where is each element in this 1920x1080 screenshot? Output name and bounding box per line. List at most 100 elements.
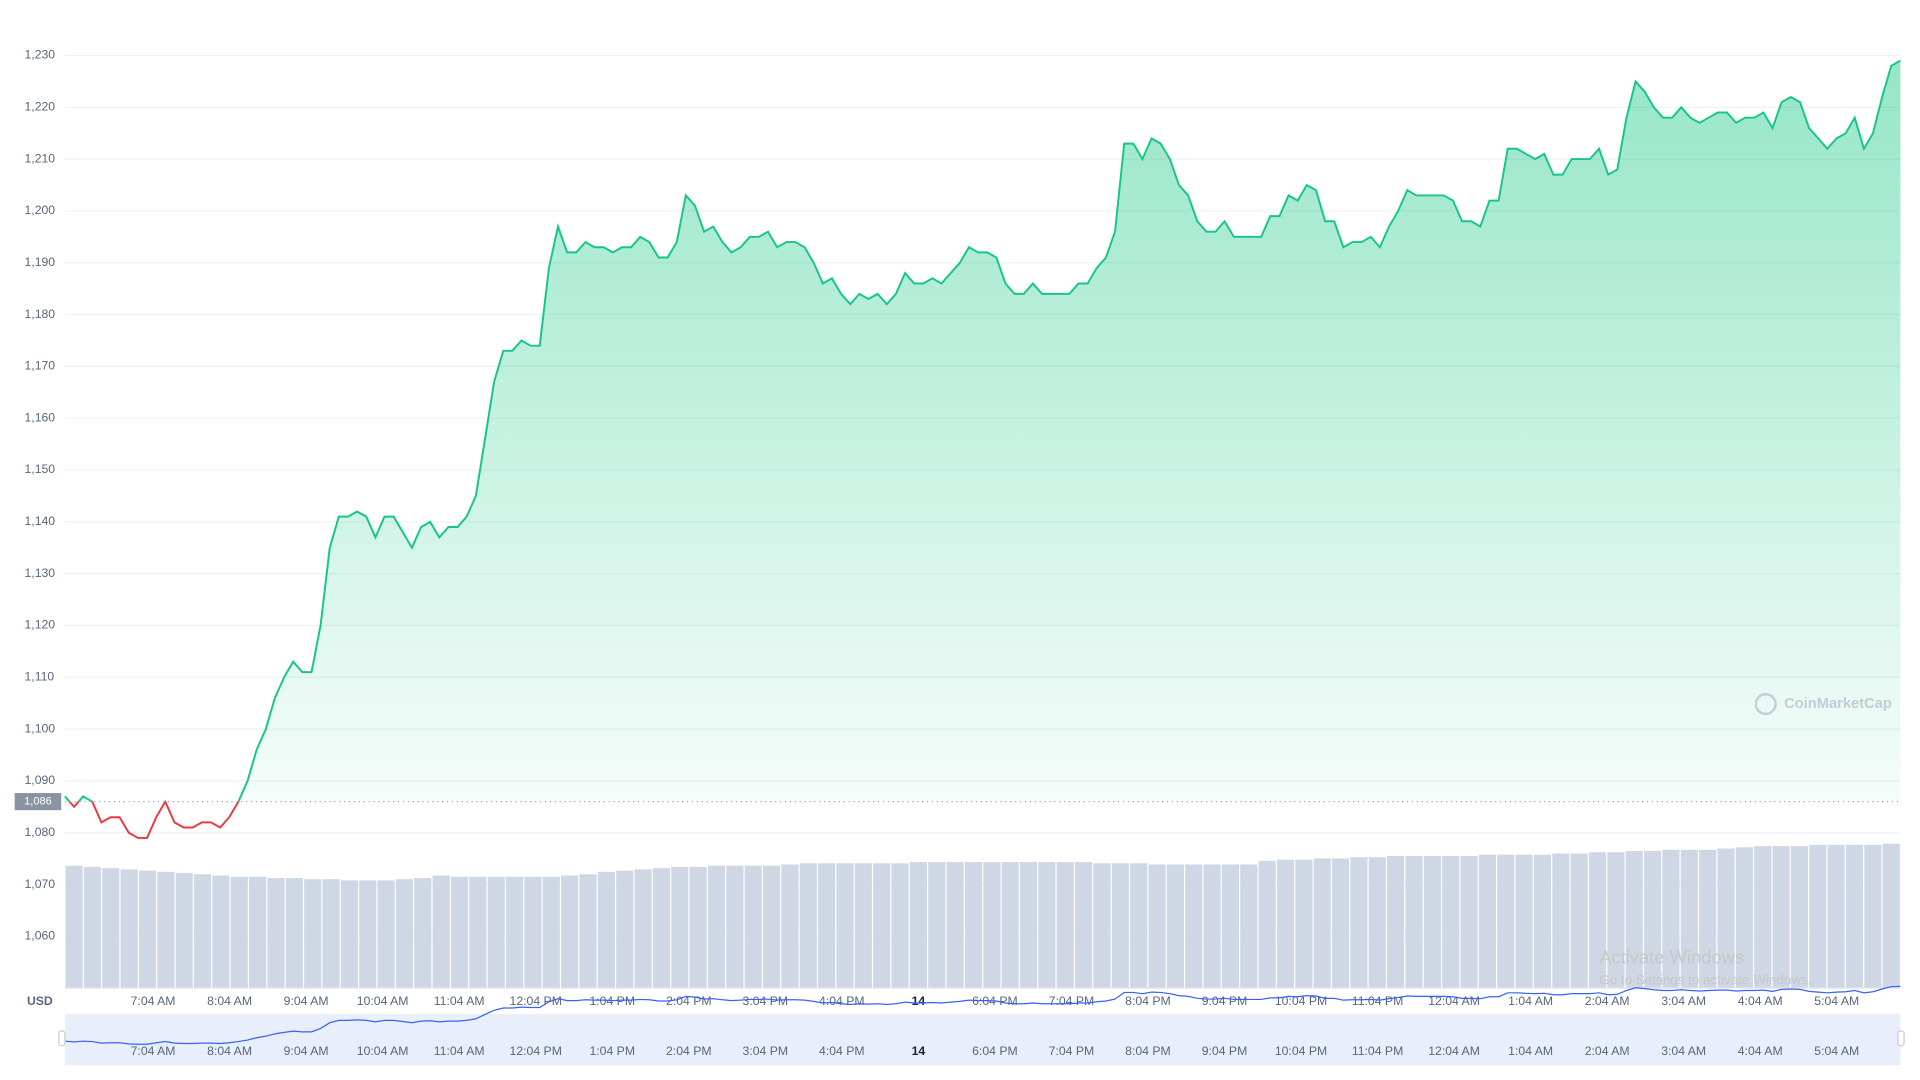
navigator-tick-label: 1:04 PM: [589, 1044, 635, 1058]
navigator-tick-label: 8:04 PM: [1125, 1044, 1171, 1058]
navigator-tick-label: 9:04 AM: [284, 1044, 329, 1058]
volume-bar: [1662, 849, 1680, 989]
volume-bar: [285, 877, 303, 989]
volume-bar: [1790, 846, 1809, 989]
reference-label: 1,086: [24, 796, 52, 808]
x-tick-label: 2:04 PM: [666, 994, 712, 1008]
y-tick-label: 1,100: [24, 721, 55, 735]
volume-bar: [1497, 854, 1515, 989]
price-line-up: [64, 59, 1901, 802]
volume-bar: [1130, 863, 1148, 989]
x-tick-label: 10:04 AM: [357, 994, 409, 1008]
navigator-line: [64, 985, 1901, 1045]
navigator-tick-label: 4:04 AM: [1738, 1044, 1783, 1058]
volume-bar: [377, 880, 395, 989]
y-tick-label: 1,110: [24, 670, 54, 684]
volume-bar: [1680, 849, 1698, 989]
volume-bar: [964, 862, 983, 989]
x-tick-label: 8:04 AM: [207, 994, 252, 1008]
volume-bar: [707, 865, 726, 989]
navigator-plot: 7:04 AM 8:04 AM 9:04 AM 10:04 AM 11:04 AM 12:…: [64, 985, 1901, 1058]
x-tick-label: 8:04 PM: [1125, 994, 1171, 1008]
volume-bar: [267, 877, 285, 989]
volume-bar: [744, 865, 762, 989]
y-tick-label: 1,080: [24, 825, 55, 839]
volume-bar: [1295, 859, 1313, 989]
y-tick-label: 1,060: [24, 929, 55, 943]
y-tick-label: 1,200: [24, 203, 55, 217]
watermark-text: CoinMarketCap: [1784, 696, 1892, 712]
navigator[interactable]: [64, 1013, 1901, 1066]
x-tick-label: 10:04 PM: [1275, 994, 1327, 1008]
navigator-tick-label: 8:04 AM: [207, 1044, 252, 1058]
volume-bar: [854, 863, 872, 989]
navigator-tick-label: 12:04 AM: [1428, 1044, 1480, 1058]
x-tick-label: 11:04 AM: [434, 994, 485, 1008]
x-tick-label: 4:04 PM: [819, 994, 865, 1008]
volume-bar: [1185, 864, 1203, 989]
volume-bar: [1625, 851, 1643, 989]
navigator-handle[interactable]: [1897, 1030, 1905, 1047]
y-tick-label: 1,190: [24, 255, 55, 269]
volume-bar: [1111, 863, 1129, 989]
volume-bar: [1717, 848, 1735, 989]
volume-bar: [524, 876, 542, 989]
volume-bars: [65, 843, 1900, 989]
volume-bar: [1754, 846, 1772, 989]
navigator-tick-label: 11:04 PM: [1352, 1044, 1403, 1058]
price-area: [64, 60, 1901, 802]
volume-bar: [1644, 851, 1662, 989]
volume-bar: [249, 876, 267, 989]
navigator-tick-label: 3:04 PM: [743, 1044, 789, 1058]
volume-bar: [818, 863, 836, 989]
volume-bar: [395, 879, 414, 989]
volume-bar: [836, 863, 854, 989]
navigator-tick-label: 1:04 AM: [1508, 1044, 1553, 1058]
navigator-handle[interactable]: [58, 1030, 66, 1047]
x-tick-label: 12:04 PM: [510, 994, 562, 1008]
volume-bar: [506, 876, 524, 989]
y-tick-label: 1,140: [24, 514, 55, 528]
volume-bar: [1809, 844, 1827, 989]
x-tick-label: 14: [912, 994, 926, 1008]
volume-bar: [1019, 862, 1038, 989]
volume-bar: [1203, 864, 1221, 989]
volume-bar: [487, 876, 505, 989]
volume-bar: [432, 875, 450, 989]
price-plot: 1,086: [14, 59, 1901, 839]
y-tick-label: 1,180: [24, 307, 55, 321]
volume-bar: [1827, 844, 1845, 989]
volume-bar: [542, 876, 560, 989]
volume-bar: [652, 868, 671, 989]
volume-bar: [1093, 863, 1111, 989]
volume-bar: [597, 871, 615, 989]
y-tick-label: 1,230: [24, 48, 55, 62]
x-tick-label: 9:04 AM: [284, 994, 329, 1008]
x-tick-label: 1:04 AM: [1508, 994, 1553, 1008]
volume-bar: [726, 865, 744, 989]
volume-bar: [1423, 855, 1441, 989]
volume-bar: [1056, 862, 1074, 989]
volume-bar: [175, 873, 193, 989]
volume-bar: [304, 879, 322, 989]
volume-bar: [1001, 862, 1019, 989]
volume-bar: [1570, 853, 1588, 989]
y-axis-label: USD: [27, 994, 53, 1008]
navigator-tick-label: 9:04 PM: [1202, 1044, 1248, 1058]
volume-bar: [1735, 847, 1753, 989]
navigator-tick-label: 6:04 PM: [972, 1044, 1018, 1058]
navigator-tick-label: 10:04 AM: [357, 1044, 409, 1058]
y-tick-label: 1,210: [24, 151, 55, 165]
volume-bar: [120, 869, 138, 989]
volume-bar: [983, 862, 1001, 989]
x-tick-label: 3:04 AM: [1661, 994, 1706, 1008]
navigator-tick-label: 7:04 PM: [1049, 1044, 1095, 1058]
volume-bar: [230, 876, 248, 989]
volume-bar: [102, 868, 120, 989]
volume-bar: [450, 876, 469, 989]
volume-bar: [1442, 855, 1460, 989]
volume-bar: [469, 876, 487, 989]
volume-bar: [1221, 864, 1240, 989]
overlay-sub: Go to Settings to activate Windows.: [1599, 972, 1811, 987]
